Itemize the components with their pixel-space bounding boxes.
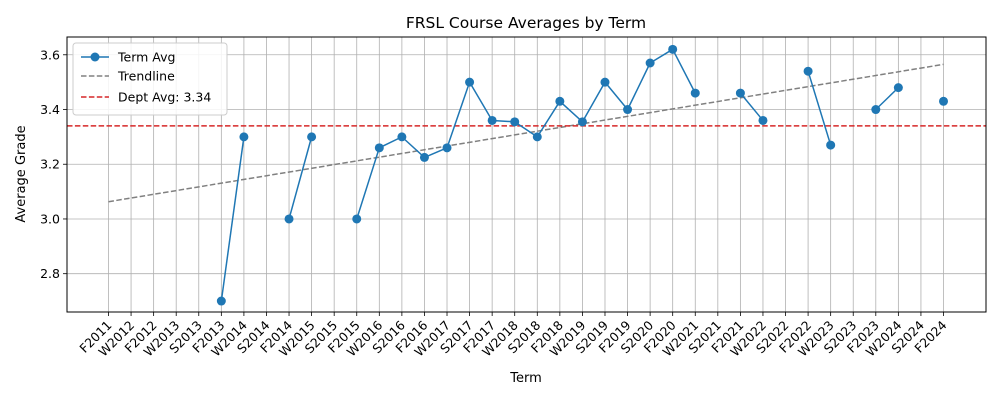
legend-label-dept-avg: Dept Avg: 3.34 [118,90,211,105]
legend-marker-term-avg [90,52,100,62]
term-avg-point [600,77,610,87]
term-avg-point [758,115,768,125]
term-avg-line-segment [356,48,696,220]
y-tick-label: 3.4 [40,102,60,117]
term-avg-point [284,214,294,224]
term-avg-point [735,88,745,98]
term-avg-point [803,66,813,76]
y-axis-title: Average Grade [14,125,29,222]
x-axis: F2011W2012F2012W2013S2013F2013W2014S2014… [76,312,950,359]
term-avg-point [216,296,226,306]
term-avg-point [239,132,249,142]
legend-label-term-avg: Term Avg [117,50,175,65]
series-term-avg [216,44,948,306]
term-avg-point [577,117,587,127]
term-avg-line-segment [739,92,764,121]
legend-label-trendline: Trendline [117,69,175,84]
term-avg-point [826,140,836,150]
y-tick-label: 2.8 [40,266,60,281]
term-avg-point [555,96,565,106]
y-axis: 2.8 3.0 3.2 3.4 3.6 [40,47,67,281]
term-avg-point [465,77,475,87]
legend-frame [72,42,228,116]
x-axis-title: Term [509,371,542,386]
term-avg-line-segment [288,136,313,220]
term-avg-point [397,132,407,142]
term-avg-point [374,143,384,153]
term-avg-point [352,214,362,224]
term-avg-point [532,132,542,142]
trendline [108,63,944,203]
y-tick-label: 3.6 [40,47,60,62]
term-avg-point [939,96,948,106]
chart-title: FRSL Course Averages by Term [406,14,646,32]
reference-lines [67,63,986,203]
plot-frame [66,36,987,313]
term-avg-point [690,88,700,98]
term-avg-point [487,115,497,125]
term-avg-point [871,105,881,115]
term-avg-line-segment [220,136,245,302]
term-avg-point [668,44,678,54]
term-avg-line-segment [807,70,832,146]
term-avg-point [442,143,452,153]
term-avg-point [419,152,429,162]
term-avg-line-segment [875,87,899,111]
term-avg-point [645,58,655,68]
legend-entry-trendline: Trendline [81,69,175,84]
term-avg-point [307,132,317,142]
term-avg-point [510,117,520,127]
legend-entry-term-avg: Term Avg [81,50,175,65]
legend-entry-dept-avg: Dept Avg: 3.34 [81,90,211,105]
term-avg-point [893,83,903,93]
term-avg-point [623,105,633,115]
y-tick-label: 3.0 [40,211,60,226]
legend: Term Avg Trendline Dept Avg: 3.34 [72,42,228,116]
y-tick-label: 3.2 [40,157,60,172]
